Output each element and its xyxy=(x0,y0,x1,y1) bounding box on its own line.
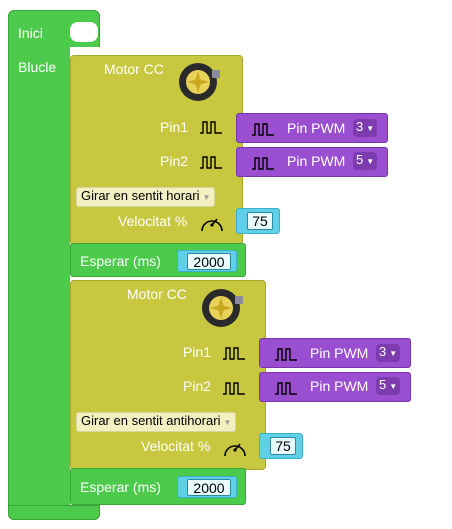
wait-input[interactable]: 2000 xyxy=(187,253,231,270)
pin-value-dropdown[interactable]: 3 ▼ xyxy=(376,344,401,362)
dropdown-arrow-icon: ▼ xyxy=(366,157,375,166)
direction-value: Girar en sentit antihorari xyxy=(81,413,221,428)
pulse-icon xyxy=(275,347,297,366)
motor-2-title: Motor CC xyxy=(127,286,187,302)
direction-value: Girar en sentit horari xyxy=(81,188,200,203)
pulse-icon xyxy=(223,346,245,365)
wait-label: Esperar (ms) xyxy=(80,479,161,495)
wait-input[interactable]: 2000 xyxy=(187,479,231,496)
speed-input[interactable]: 75 xyxy=(247,212,273,230)
pin-value: 3 xyxy=(379,344,387,359)
pin-value: 3 xyxy=(356,119,364,134)
pin-value-dropdown[interactable]: 5 ▼ xyxy=(376,377,401,395)
motor-1-title: Motor CC xyxy=(104,61,164,77)
loop-label: Blucle xyxy=(18,59,57,75)
pin-pwm-label: Pin PWM xyxy=(287,153,346,169)
pin-pwm-label: Pin PWM xyxy=(310,378,369,394)
motor-icon xyxy=(178,62,224,102)
dropdown-arrow-icon: ▼ xyxy=(389,349,398,358)
dropdown-arrow-icon: ▼ xyxy=(389,382,398,391)
wait-label: Esperar (ms) xyxy=(80,253,161,269)
speed-input[interactable]: 75 xyxy=(270,437,296,455)
start-notch xyxy=(70,22,98,42)
dropdown-arrow-icon: ▼ xyxy=(366,124,375,133)
dropdown-arrow-icon: ▼ xyxy=(202,193,211,202)
loop-bottom-arm xyxy=(8,505,100,520)
pulse-icon xyxy=(252,156,274,175)
speedometer-icon xyxy=(199,212,225,239)
pulse-icon xyxy=(223,381,245,400)
pulse-icon xyxy=(200,155,222,174)
pulse-icon xyxy=(252,122,274,141)
motor-2-pin1-label: Pin1 xyxy=(183,344,212,360)
pin-pwm-label: Pin PWM xyxy=(310,345,369,361)
start-label: Inici xyxy=(18,25,43,41)
direction-dropdown[interactable]: Girar en sentit antihorari ▼ xyxy=(76,412,237,432)
motor-2-pin2-label: Pin2 xyxy=(183,378,212,394)
motor-1-pin1-label: Pin1 xyxy=(160,119,189,135)
speedometer-icon xyxy=(222,437,248,464)
motor-1-pin2-label: Pin2 xyxy=(160,153,189,169)
pulse-icon xyxy=(275,381,297,400)
pin-pwm-label: Pin PWM xyxy=(287,120,346,136)
pulse-icon xyxy=(200,120,222,139)
motor-icon xyxy=(201,288,247,328)
pin-value-dropdown[interactable]: 3 ▼ xyxy=(353,119,378,137)
direction-dropdown[interactable]: Girar en sentit horari ▼ xyxy=(76,187,216,207)
speed-label: Velocitat % xyxy=(141,438,211,454)
pin-value-dropdown[interactable]: 5 ▼ xyxy=(353,152,378,170)
speed-label: Velocitat % xyxy=(118,213,188,229)
pin-value: 5 xyxy=(379,377,387,392)
dropdown-arrow-icon: ▼ xyxy=(223,418,232,427)
pin-value: 5 xyxy=(356,152,364,167)
